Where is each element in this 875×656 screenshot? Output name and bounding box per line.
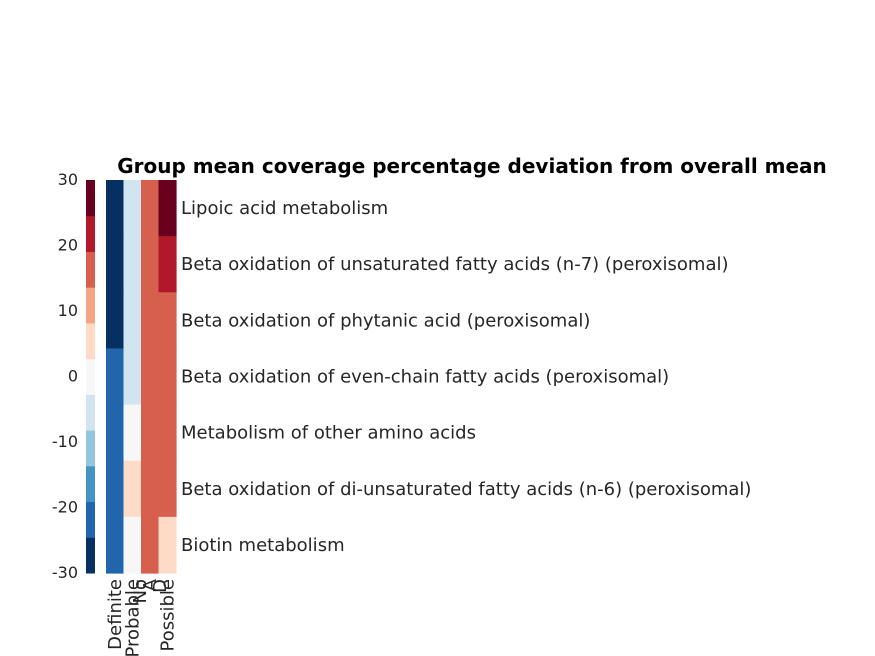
heatmap-cell	[141, 348, 160, 406]
heatmap-cell	[106, 460, 125, 518]
colorbar-segment	[86, 180, 95, 217]
heatmap-cell	[106, 348, 125, 406]
row-label: Beta oxidation of di-unsaturated fatty a…	[181, 479, 751, 500]
heatmap-cell	[123, 404, 142, 462]
colorbar-segment	[86, 537, 95, 574]
colorbar-segment	[86, 215, 95, 252]
heatmap-cell	[123, 236, 142, 293]
heatmap-cell	[158, 292, 177, 350]
colorbar-tick-label: 20	[58, 236, 78, 255]
heatmap-cell	[123, 516, 142, 574]
colorbar-segment	[86, 358, 95, 395]
colorbar-segment	[86, 322, 95, 360]
heatmap-cell	[106, 236, 125, 293]
colorbar-segment	[86, 251, 95, 288]
heatmap-cells	[106, 180, 177, 574]
colorbar-segment	[86, 430, 95, 467]
row-label: Beta oxidation of unsaturated fatty acid…	[181, 254, 729, 275]
heatmap-cell	[123, 348, 142, 406]
colorbar-tick-label: 10	[58, 301, 78, 320]
heatmap-cell	[141, 460, 160, 518]
colorbar-segment	[86, 501, 95, 538]
row-label: Biotin metabolism	[181, 535, 345, 556]
heatmap-cell	[158, 516, 177, 574]
heatmap-cell	[106, 404, 125, 462]
colorbar-ticks: 30 20 10 0 -10 -20 -30	[52, 170, 78, 582]
heatmap-cell	[123, 292, 142, 350]
colorbar-tick-label: -20	[52, 498, 78, 517]
column-label: No	[130, 579, 151, 603]
heatmap-cell	[141, 180, 160, 237]
heatmap-cell	[158, 180, 177, 237]
heatmap-cell	[106, 516, 125, 574]
column-label: Definite	[105, 579, 126, 650]
colorbar-tick-label: 30	[58, 170, 78, 189]
colorbar	[86, 180, 95, 574]
heatmap-cell	[158, 404, 177, 462]
heatmap-cell	[123, 180, 142, 237]
heatmap-cell	[158, 236, 177, 293]
colorbar-segment	[86, 394, 95, 431]
row-label: Lipoic acid metabolism	[181, 198, 388, 219]
row-label: Beta oxidation of phytanic acid (peroxis…	[181, 310, 590, 331]
heatmap-cell	[141, 404, 160, 462]
heatmap-cell	[106, 292, 125, 350]
heatmap-cell	[158, 460, 177, 518]
column-label: Probable	[122, 579, 143, 656]
column-label: A	[140, 578, 161, 591]
column-label: Possible	[157, 579, 178, 651]
chart-title: Group mean coverage percentage deviation…	[117, 154, 827, 178]
colorbar-tick-label: -30	[52, 563, 78, 582]
heatmap-cell	[141, 236, 160, 293]
row-label: Beta oxidation of even-chain fatty acids…	[181, 367, 669, 388]
heatmap-cell	[158, 348, 177, 406]
heatmap-cell	[141, 292, 160, 350]
column-label: D	[150, 579, 171, 593]
heatmap-cell	[106, 180, 125, 237]
colorbar-segment	[86, 465, 95, 503]
row-labels: Lipoic acid metabolism Beta oxidation of …	[181, 198, 751, 556]
colorbar-tick-label: -10	[52, 432, 78, 451]
heatmap-cell	[123, 460, 142, 518]
colorbar-segment	[86, 287, 95, 324]
row-label: Metabolism of other amino acids	[181, 423, 476, 444]
colorbar-tick-label: 0	[68, 367, 78, 386]
heatmap-cell	[141, 516, 160, 574]
